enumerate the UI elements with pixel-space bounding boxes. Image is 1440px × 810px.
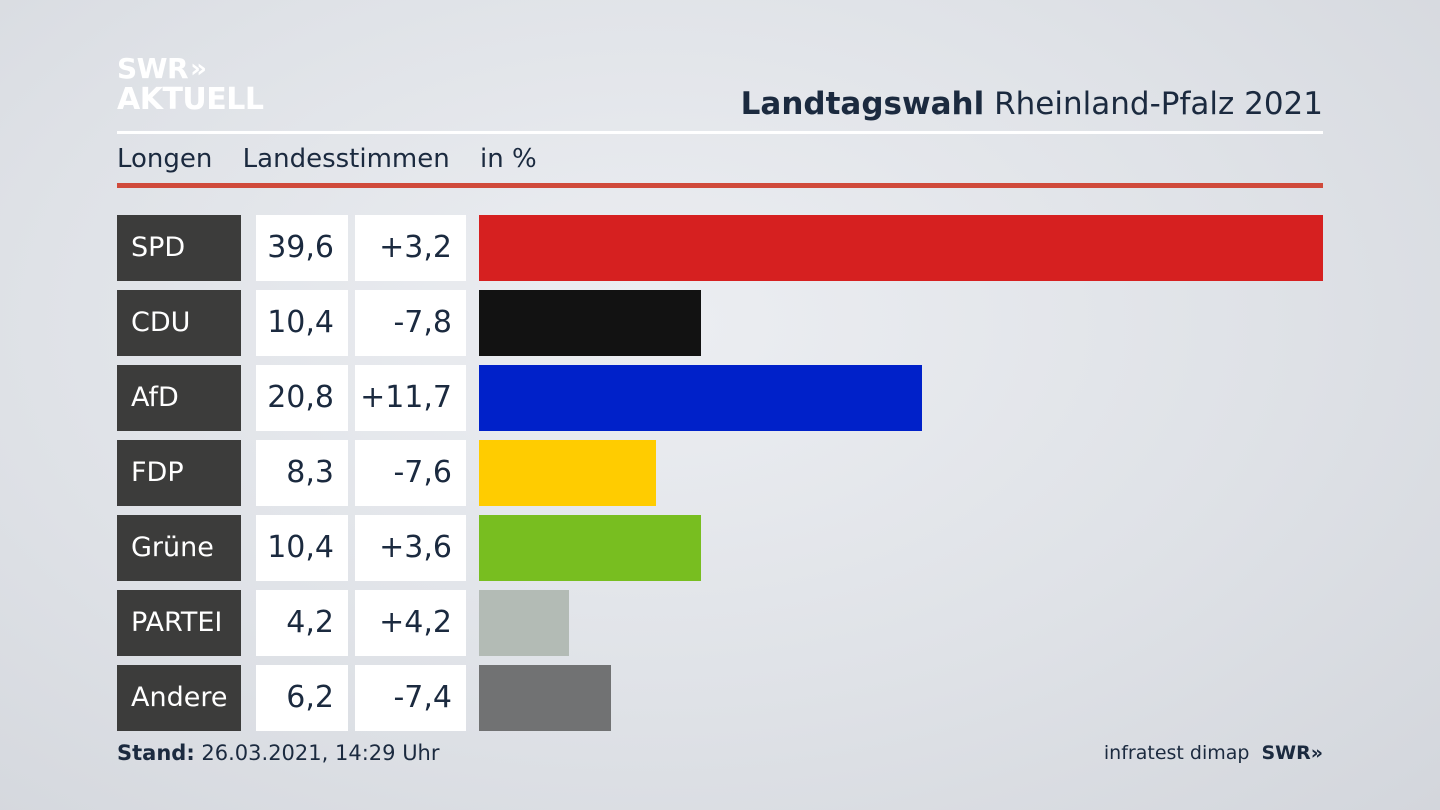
- source-credit: infratest dimap SWR»: [1104, 742, 1323, 764]
- bar: [479, 590, 569, 656]
- logo-swr-text: SWR: [117, 52, 189, 85]
- title-rest: Rheinland-Pfalz 2021: [994, 86, 1323, 122]
- source-text: infratest dimap: [1103, 742, 1250, 764]
- value-label: 10,4: [256, 515, 348, 581]
- change-label: -7,8: [355, 290, 466, 356]
- change-label: +11,7: [355, 365, 466, 431]
- value-label: 10,4: [256, 290, 348, 356]
- header-divider: [117, 131, 1323, 134]
- value-label: 6,2: [256, 665, 348, 731]
- party-label: CDU: [117, 290, 241, 356]
- subtitle-location: Longen: [117, 144, 213, 174]
- change-label: +3,2: [355, 215, 466, 281]
- stand-value: 26.03.2021, 14:29 Uhr: [201, 741, 440, 765]
- change-label: -7,4: [355, 665, 466, 731]
- party-label: PARTEI: [117, 590, 241, 656]
- value-label: 39,6: [256, 215, 348, 281]
- bar: [479, 290, 701, 356]
- bar: [479, 215, 1323, 281]
- chart-subtitle: Longen Landesstimmen in %: [117, 144, 559, 174]
- bar: [479, 440, 656, 506]
- value-label: 20,8: [256, 365, 348, 431]
- logo-aktuell-text: AKTUELL: [117, 82, 264, 117]
- logo-chevron-icon: »: [190, 54, 207, 84]
- change-label: -7,6: [355, 440, 466, 506]
- bar: [479, 515, 701, 581]
- title-bold: Landtagswahl: [740, 86, 985, 122]
- party-label: AfD: [117, 365, 241, 431]
- party-label: FDP: [117, 440, 241, 506]
- bar: [479, 365, 922, 431]
- bar: [479, 665, 611, 731]
- party-label: Andere: [117, 665, 241, 731]
- value-label: 8,3: [256, 440, 348, 506]
- value-label: 4,2: [256, 590, 348, 656]
- party-label: SPD: [117, 215, 241, 281]
- party-label: Grüne: [117, 515, 241, 581]
- change-label: +3,6: [355, 515, 466, 581]
- swr-footer-logo: SWR»: [1261, 742, 1323, 764]
- subtitle-vote-type: Landesstimmen: [242, 144, 450, 174]
- accent-divider: [117, 183, 1323, 188]
- timestamp: Stand: 26.03.2021, 14:29 Uhr: [117, 741, 440, 765]
- swr-aktuell-logo: SWR» AKTUELL: [117, 54, 264, 116]
- subtitle-unit: in %: [479, 144, 537, 174]
- page-title: Landtagswahl Rheinland-Pfalz 2021: [741, 86, 1323, 122]
- change-label: +4,2: [355, 590, 466, 656]
- stand-label: Stand:: [117, 741, 195, 765]
